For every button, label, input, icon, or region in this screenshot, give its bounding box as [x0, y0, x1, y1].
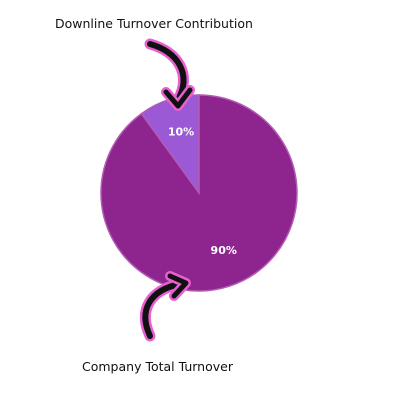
company-total-annotation: Company Total Turnover [82, 359, 233, 374]
downline-arrow-icon [144, 38, 195, 111]
pie-slice-label-10: 10% [168, 125, 194, 138]
company-total-arrow-icon [140, 271, 191, 342]
pie-slice-90 [100, 94, 298, 292]
pie-slices [100, 94, 298, 292]
pie-slice-labels: 10% 90% [168, 125, 237, 257]
pie-slice-label-90: 90% [211, 244, 237, 257]
downline-turnover-annotation: Downline Turnover Contribution [55, 16, 253, 31]
